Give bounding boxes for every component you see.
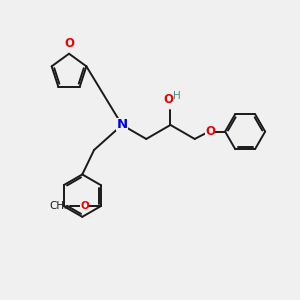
Text: O: O: [163, 93, 173, 106]
Text: O: O: [80, 201, 89, 211]
Text: O: O: [64, 37, 74, 50]
Text: H: H: [173, 91, 181, 101]
Text: N: N: [116, 118, 128, 131]
Text: O: O: [206, 125, 215, 138]
Text: CH₃: CH₃: [49, 201, 68, 211]
